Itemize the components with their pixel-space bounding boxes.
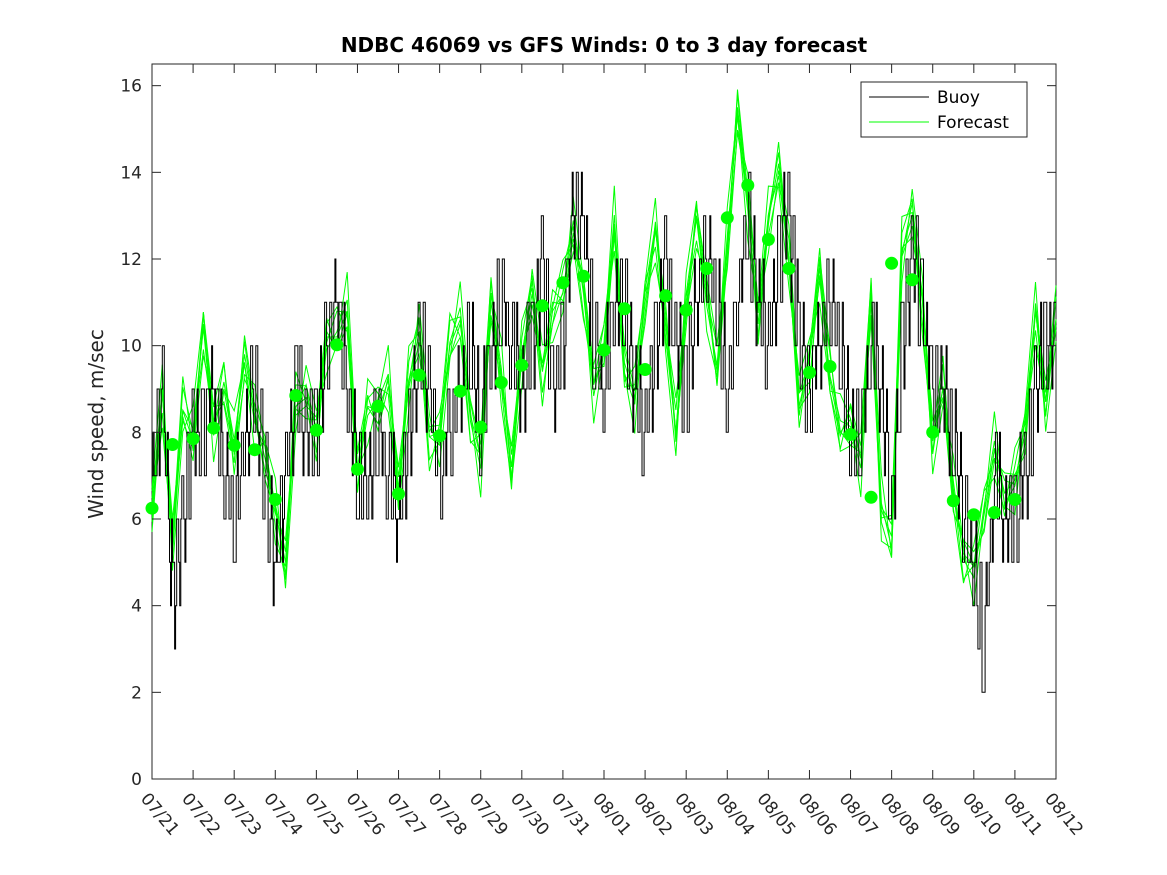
forecast-marker bbox=[782, 262, 796, 275]
forecast-marker bbox=[535, 299, 549, 313]
buoy-line-path bbox=[152, 171, 1056, 693]
forecast-marker bbox=[864, 490, 878, 504]
forecast-marker bbox=[186, 432, 200, 446]
buoy-line bbox=[152, 171, 1056, 693]
y-tick-label: 4 bbox=[131, 597, 142, 617]
legend: Buoy Forecast bbox=[860, 81, 1028, 138]
forecast-marker bbox=[556, 276, 570, 290]
forecast-marker bbox=[515, 358, 529, 372]
forecast-marker bbox=[494, 376, 508, 389]
y-tick-label: 0 bbox=[131, 770, 142, 790]
forecast-marker bbox=[577, 269, 590, 283]
y-tick-label: 6 bbox=[131, 510, 142, 530]
forecast-marker bbox=[926, 425, 940, 439]
forecast-marker bbox=[166, 438, 179, 451]
forecast-marker bbox=[453, 384, 467, 398]
forecast-marker bbox=[268, 493, 282, 506]
y-axis-label: Wind speed, m/sec bbox=[84, 329, 108, 519]
forecast-marker bbox=[720, 211, 734, 225]
y-tick-label: 8 bbox=[131, 423, 142, 443]
forecast-marker bbox=[885, 256, 899, 270]
forecast-marker bbox=[145, 501, 159, 515]
forecast-marker bbox=[207, 421, 221, 435]
forecast-marker bbox=[946, 494, 960, 508]
forecast-line bbox=[151, 116, 1057, 580]
forecast-marker bbox=[289, 389, 303, 402]
forecast-marker bbox=[823, 360, 837, 373]
forecast-marker bbox=[659, 289, 673, 303]
forecast-marker bbox=[844, 428, 857, 441]
y-tick-label: 12 bbox=[120, 250, 142, 270]
legend-buoy-label: Buoy bbox=[937, 88, 980, 108]
forecast-marker bbox=[597, 343, 611, 357]
forecast-line bbox=[151, 94, 1057, 567]
forecast-marker bbox=[741, 178, 755, 192]
y-tick-label: 16 bbox=[120, 77, 142, 97]
forecast-marker bbox=[967, 508, 981, 522]
forecast-marker bbox=[412, 368, 426, 382]
forecast-marker bbox=[618, 302, 631, 316]
forecast-lines bbox=[151, 89, 1057, 606]
y-tick-label: 2 bbox=[131, 683, 142, 703]
forecast-marker bbox=[433, 429, 447, 443]
legend-box bbox=[860, 81, 1028, 138]
forecast-marker bbox=[1008, 493, 1022, 506]
forecast-marker bbox=[700, 262, 714, 275]
forecast-markers bbox=[145, 178, 1022, 522]
forecast-marker bbox=[474, 420, 488, 434]
forecast-marker bbox=[761, 233, 775, 246]
forecast-marker bbox=[392, 487, 405, 501]
forecast-marker bbox=[248, 443, 262, 457]
forecast-marker bbox=[227, 438, 241, 452]
y-axis: 0 2 4 6 8 10 12 14 16 bbox=[120, 77, 1056, 790]
forecast-marker bbox=[309, 423, 323, 437]
forecast-marker bbox=[905, 273, 919, 287]
forecast-marker bbox=[330, 338, 344, 352]
y-tick-label: 10 bbox=[120, 337, 142, 357]
y-tick-label: 14 bbox=[120, 163, 142, 183]
forecast-marker bbox=[679, 303, 693, 317]
forecast-marker bbox=[987, 506, 1001, 519]
forecast-marker bbox=[371, 399, 385, 413]
chart-title: NDBC 46069 vs GFS Winds: 0 to 3 day fore… bbox=[341, 33, 868, 57]
forecast-line bbox=[151, 89, 1057, 553]
legend-forecast-label: Forecast bbox=[937, 113, 1009, 133]
forecast-marker bbox=[638, 363, 652, 376]
forecast-marker bbox=[351, 462, 364, 476]
forecast-marker bbox=[803, 366, 816, 379]
axes-box bbox=[151, 63, 1057, 780]
